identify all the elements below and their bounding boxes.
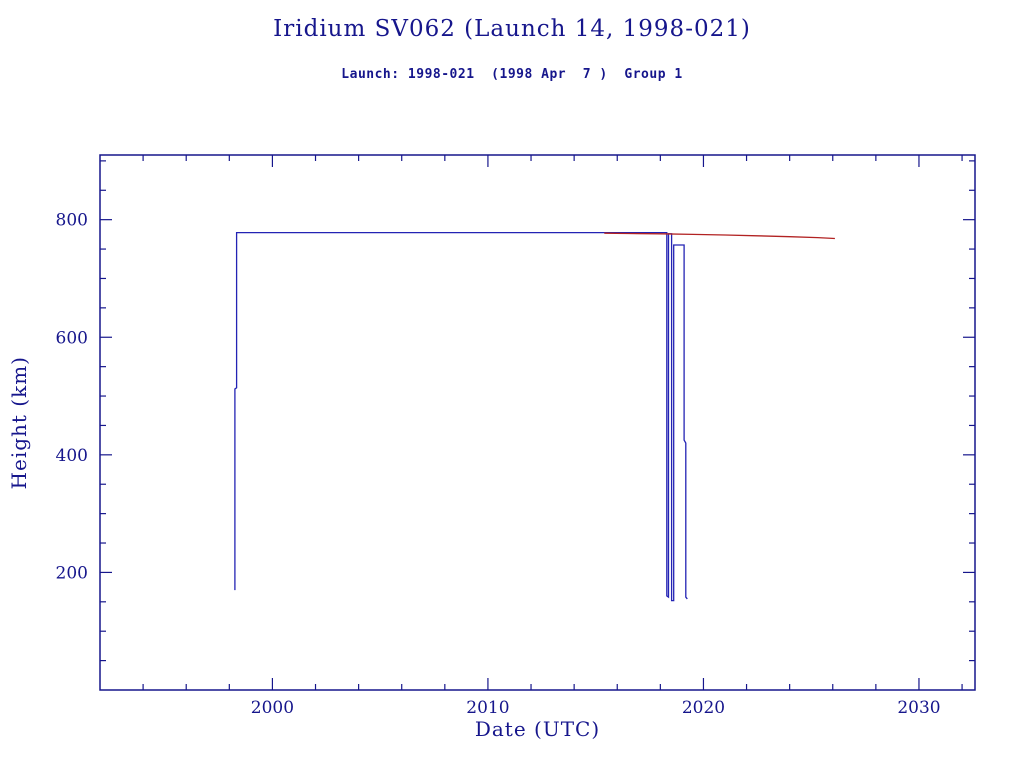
y-axis-tick-label: 200: [56, 563, 88, 583]
series-observed-height: [234, 231, 688, 602]
chart-title: Iridium SV062 (Launch 14, 1998-021): [273, 16, 751, 42]
series-predicted-decay: [604, 232, 835, 240]
y-axis-label: Height (km): [7, 355, 31, 490]
x-axis-tick-label: 2000: [251, 698, 294, 718]
y-axis-label-wrap: Height (km): [0, 155, 38, 690]
x-axis-tick-label: 2030: [897, 698, 940, 718]
chart-subtitle: Launch: 1998-021 (1998 Apr 7 ) Group 1: [341, 67, 683, 82]
plot-frame: [99, 154, 976, 691]
y-axis-tick-label: 600: [56, 328, 88, 348]
y-axis-tick-label: 400: [56, 446, 88, 466]
x-axis-label: Date (UTC): [474, 717, 601, 741]
x-axis-tick-label: 2020: [682, 698, 725, 718]
y-axis-tick-label: 800: [56, 211, 88, 231]
x-axis-tick-label: 2010: [466, 698, 509, 718]
